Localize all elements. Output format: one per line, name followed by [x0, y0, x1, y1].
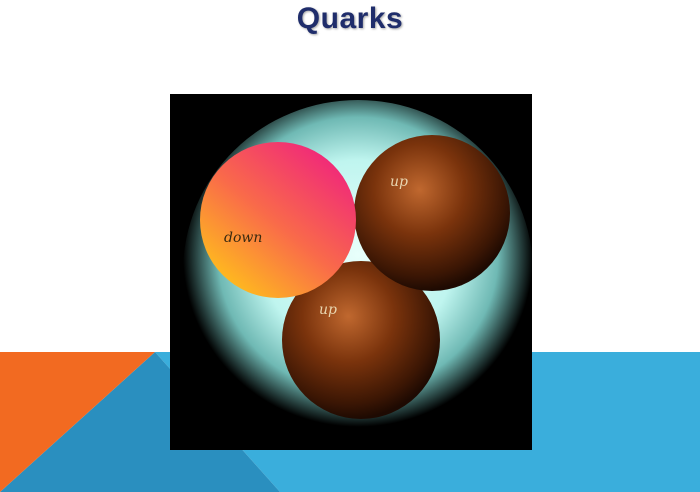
up-quark-bottom-label: up: [319, 302, 337, 318]
up-quark-right: [354, 135, 510, 291]
down-quark: [200, 142, 356, 298]
proton-quark-diagram: down up up: [170, 94, 532, 450]
slide-title: Quarks: [296, 2, 404, 35]
up-quark-right-label: up: [390, 174, 408, 190]
up-quark-bottom: [282, 261, 440, 419]
down-quark-label: down: [224, 230, 262, 246]
orange-triangle: [0, 352, 155, 492]
blue-triangle-left: [0, 352, 280, 492]
